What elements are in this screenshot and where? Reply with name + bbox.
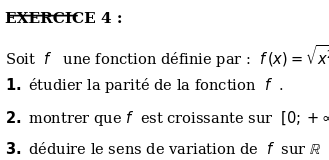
Text: $\mathbf{3.}$ déduire le sens de variation de  $f$  sur $\mathbb{R}$: $\mathbf{3.}$ déduire le sens de variati…	[6, 141, 322, 157]
Text: $\mathbf{2.}$ montrer que $f$  est croissante sur  $\left[0;+\infty\right[$: $\mathbf{2.}$ montrer que $f$ est croiss…	[6, 109, 329, 128]
Text: EXERCICE 4 :: EXERCICE 4 :	[6, 12, 123, 26]
Text: Soit  $f$   une fonction définie par :  $f\,(x) = \sqrt{x^2+1}$  .: Soit $f$ une fonction définie par : $f\,…	[6, 43, 329, 70]
Text: $\mathbf{1.}$ étudier la parité de la fonction  $f$  .: $\mathbf{1.}$ étudier la parité de la fo…	[6, 76, 284, 95]
